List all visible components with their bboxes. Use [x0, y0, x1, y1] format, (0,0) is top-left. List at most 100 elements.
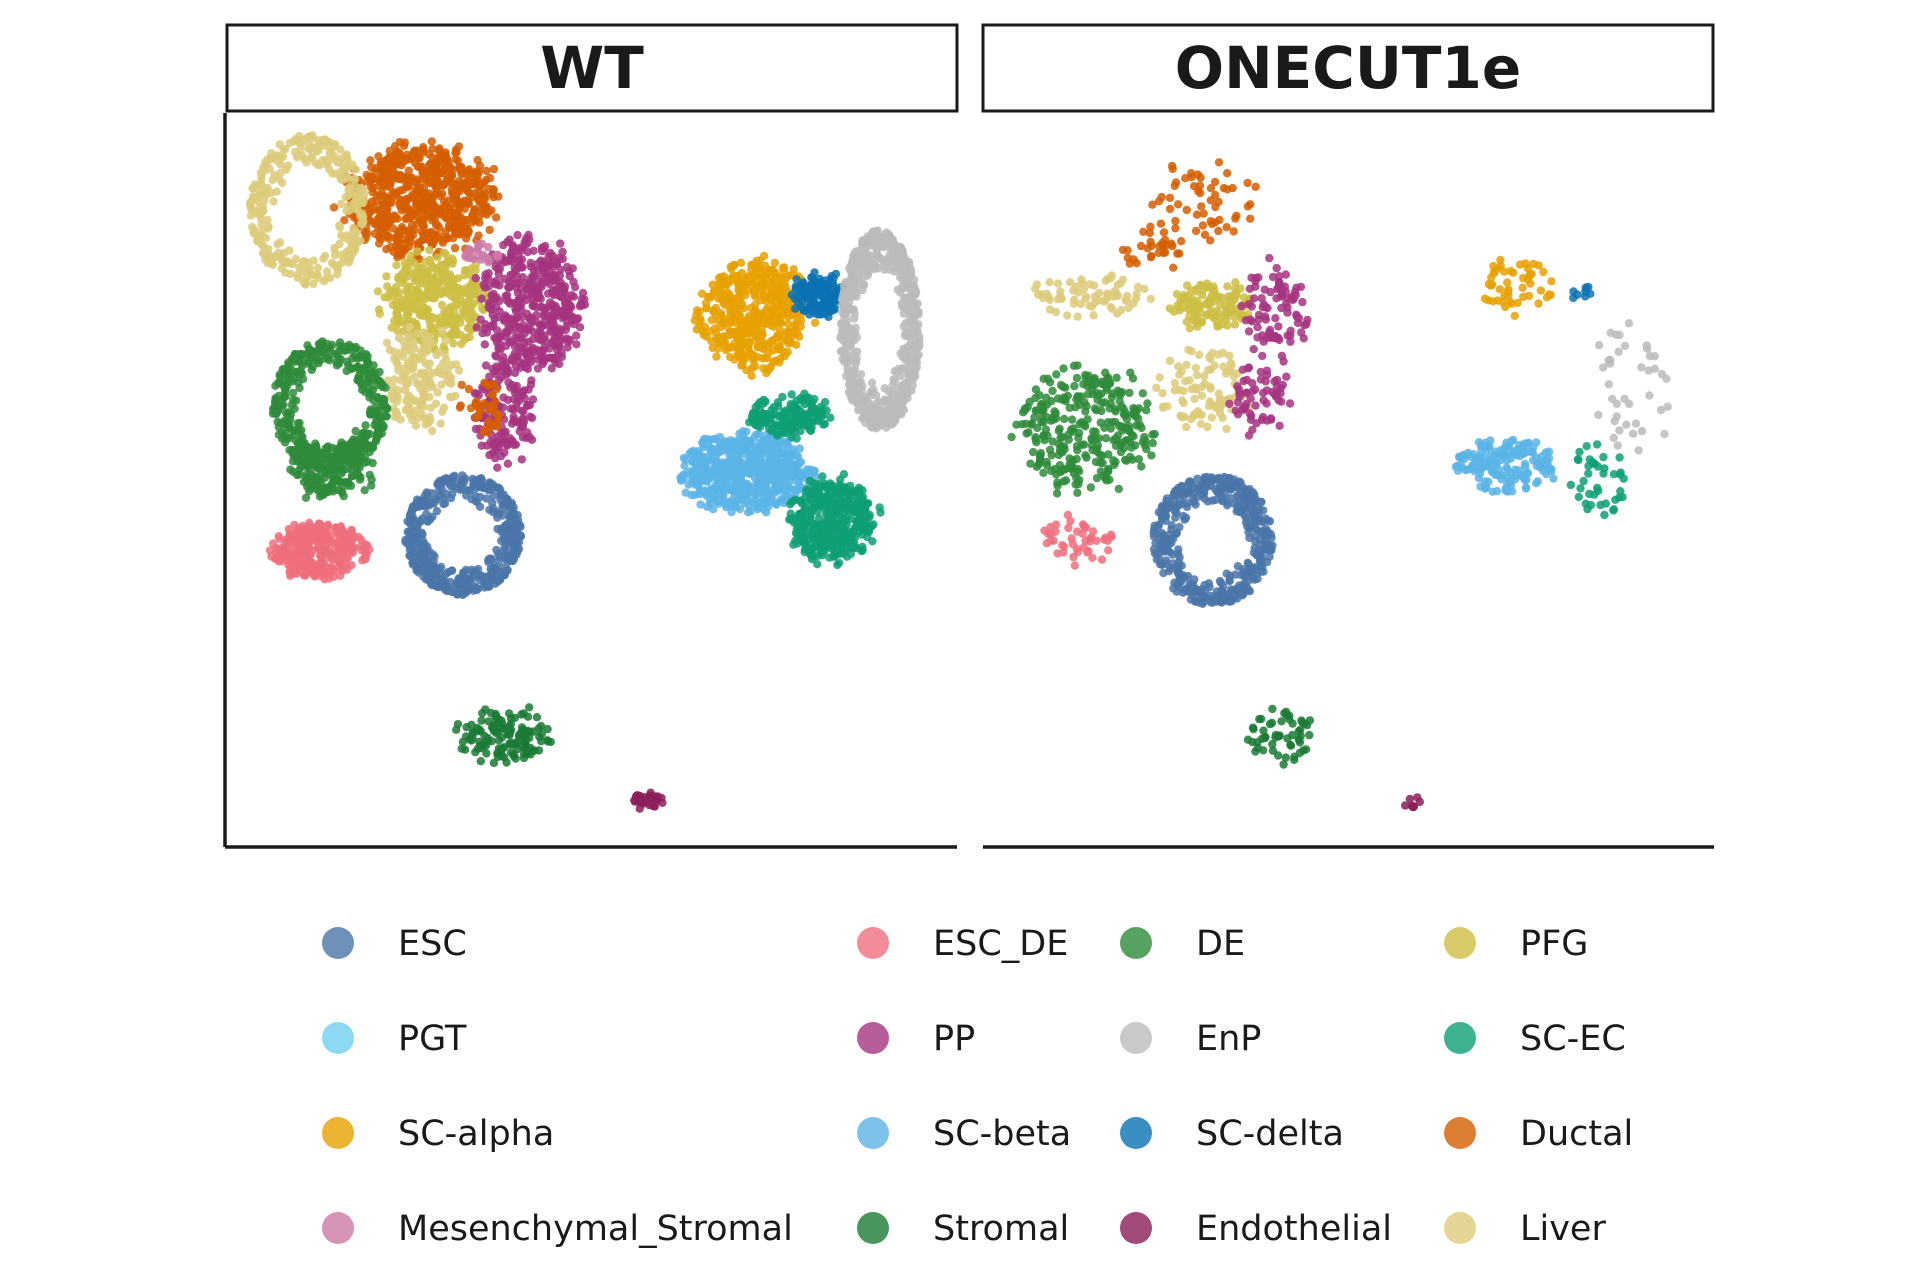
scatter-point	[863, 232, 872, 241]
scatter-point	[274, 248, 283, 257]
scatter-point	[362, 431, 371, 441]
scatter-point	[572, 331, 581, 340]
scatter-point	[414, 568, 423, 577]
scatter-point	[776, 275, 785, 284]
scatter-point	[374, 214, 383, 223]
scatter-point	[363, 541, 372, 550]
scatter-point	[403, 227, 412, 236]
scatter-point	[430, 172, 439, 181]
scatter-point	[898, 249, 907, 258]
scatter-point	[510, 333, 520, 342]
scatter-point	[540, 309, 549, 319]
scatter-point	[272, 406, 282, 415]
scatter-point	[523, 284, 532, 293]
scatter-point	[431, 581, 441, 590]
scatter-point	[418, 514, 427, 523]
scatter-point	[807, 283, 816, 292]
scatter-point	[526, 262, 536, 271]
scatter-point	[525, 314, 534, 324]
scatter-point	[413, 247, 422, 256]
scatter-point	[446, 303, 455, 312]
scatter-point	[284, 524, 293, 534]
scatter-point	[294, 544, 303, 553]
scatter-point	[286, 465, 295, 474]
scatter-point	[426, 403, 436, 413]
scatter-point	[475, 218, 484, 227]
scatter-point	[844, 277, 853, 286]
scatter-point	[305, 537, 315, 546]
scatter-point	[444, 479, 454, 488]
scatter-point	[908, 291, 917, 301]
scatter-point	[277, 178, 287, 188]
scatter-point	[468, 314, 477, 323]
scatter-point	[481, 361, 491, 370]
scatter-point	[514, 257, 524, 266]
scatter-point	[481, 573, 491, 582]
scatter-point	[904, 375, 913, 384]
scatter-point	[568, 312, 578, 322]
scatter-point	[849, 305, 858, 314]
scatter-point	[462, 182, 471, 191]
scatter-point	[399, 370, 409, 379]
scatter-point	[467, 283, 476, 292]
scatter-point	[839, 325, 848, 335]
scatter-point	[381, 402, 390, 411]
scatter-point	[504, 553, 513, 563]
scatter-point	[849, 314, 859, 323]
scatter-point	[432, 350, 441, 360]
scatter-point	[751, 300, 760, 309]
scatter-point	[504, 283, 514, 292]
scatter-point	[404, 527, 414, 537]
scatter-point	[751, 362, 760, 371]
scatter-point	[906, 265, 916, 274]
scatter-point	[726, 352, 735, 362]
scatter-point	[417, 410, 426, 419]
scatter-point	[529, 275, 538, 284]
scatter-point	[427, 137, 436, 146]
scatter-point	[425, 515, 435, 524]
scatter-point	[433, 158, 443, 167]
scatter-point	[468, 211, 477, 220]
scatter-point	[452, 313, 462, 322]
scatter-point	[361, 421, 370, 430]
scatter-point	[413, 263, 422, 272]
scatter-point	[406, 552, 415, 561]
scatter-point	[734, 343, 743, 352]
scatter-point	[404, 331, 413, 340]
scatter-point	[338, 173, 347, 182]
scatter-point	[528, 395, 538, 404]
scatter-point	[309, 256, 318, 265]
scatter-point	[276, 418, 286, 428]
scatter-point	[406, 251, 415, 260]
scatter-point	[483, 484, 492, 493]
scatter-point	[257, 220, 266, 229]
scatter-point	[358, 219, 367, 229]
scatter-point	[329, 151, 339, 160]
scatter-point	[405, 323, 414, 332]
scatter-point	[414, 540, 423, 549]
scatter-point	[370, 229, 380, 238]
scatter-point	[299, 526, 308, 535]
scatter-point	[714, 273, 724, 283]
scatter-point	[313, 263, 323, 273]
scatter-point	[247, 205, 256, 214]
scatter-point	[751, 321, 761, 330]
scatter-point	[513, 313, 522, 322]
scatter-point	[722, 280, 731, 289]
scatter-point	[842, 341, 851, 351]
scatter-point	[335, 338, 345, 347]
scatter-point	[895, 273, 905, 282]
scatter-point	[296, 447, 306, 456]
scatter-point	[374, 305, 384, 314]
scatter-point	[729, 260, 739, 270]
scatter-point	[390, 375, 399, 384]
scatter-point	[513, 272, 522, 281]
scatter-point	[495, 485, 505, 494]
scatter-point	[318, 156, 327, 165]
scatter-point	[749, 285, 759, 295]
scatter-point	[514, 244, 523, 253]
scatter-point	[428, 426, 437, 436]
scatter-point	[256, 211, 265, 220]
scatter-point	[525, 432, 534, 442]
